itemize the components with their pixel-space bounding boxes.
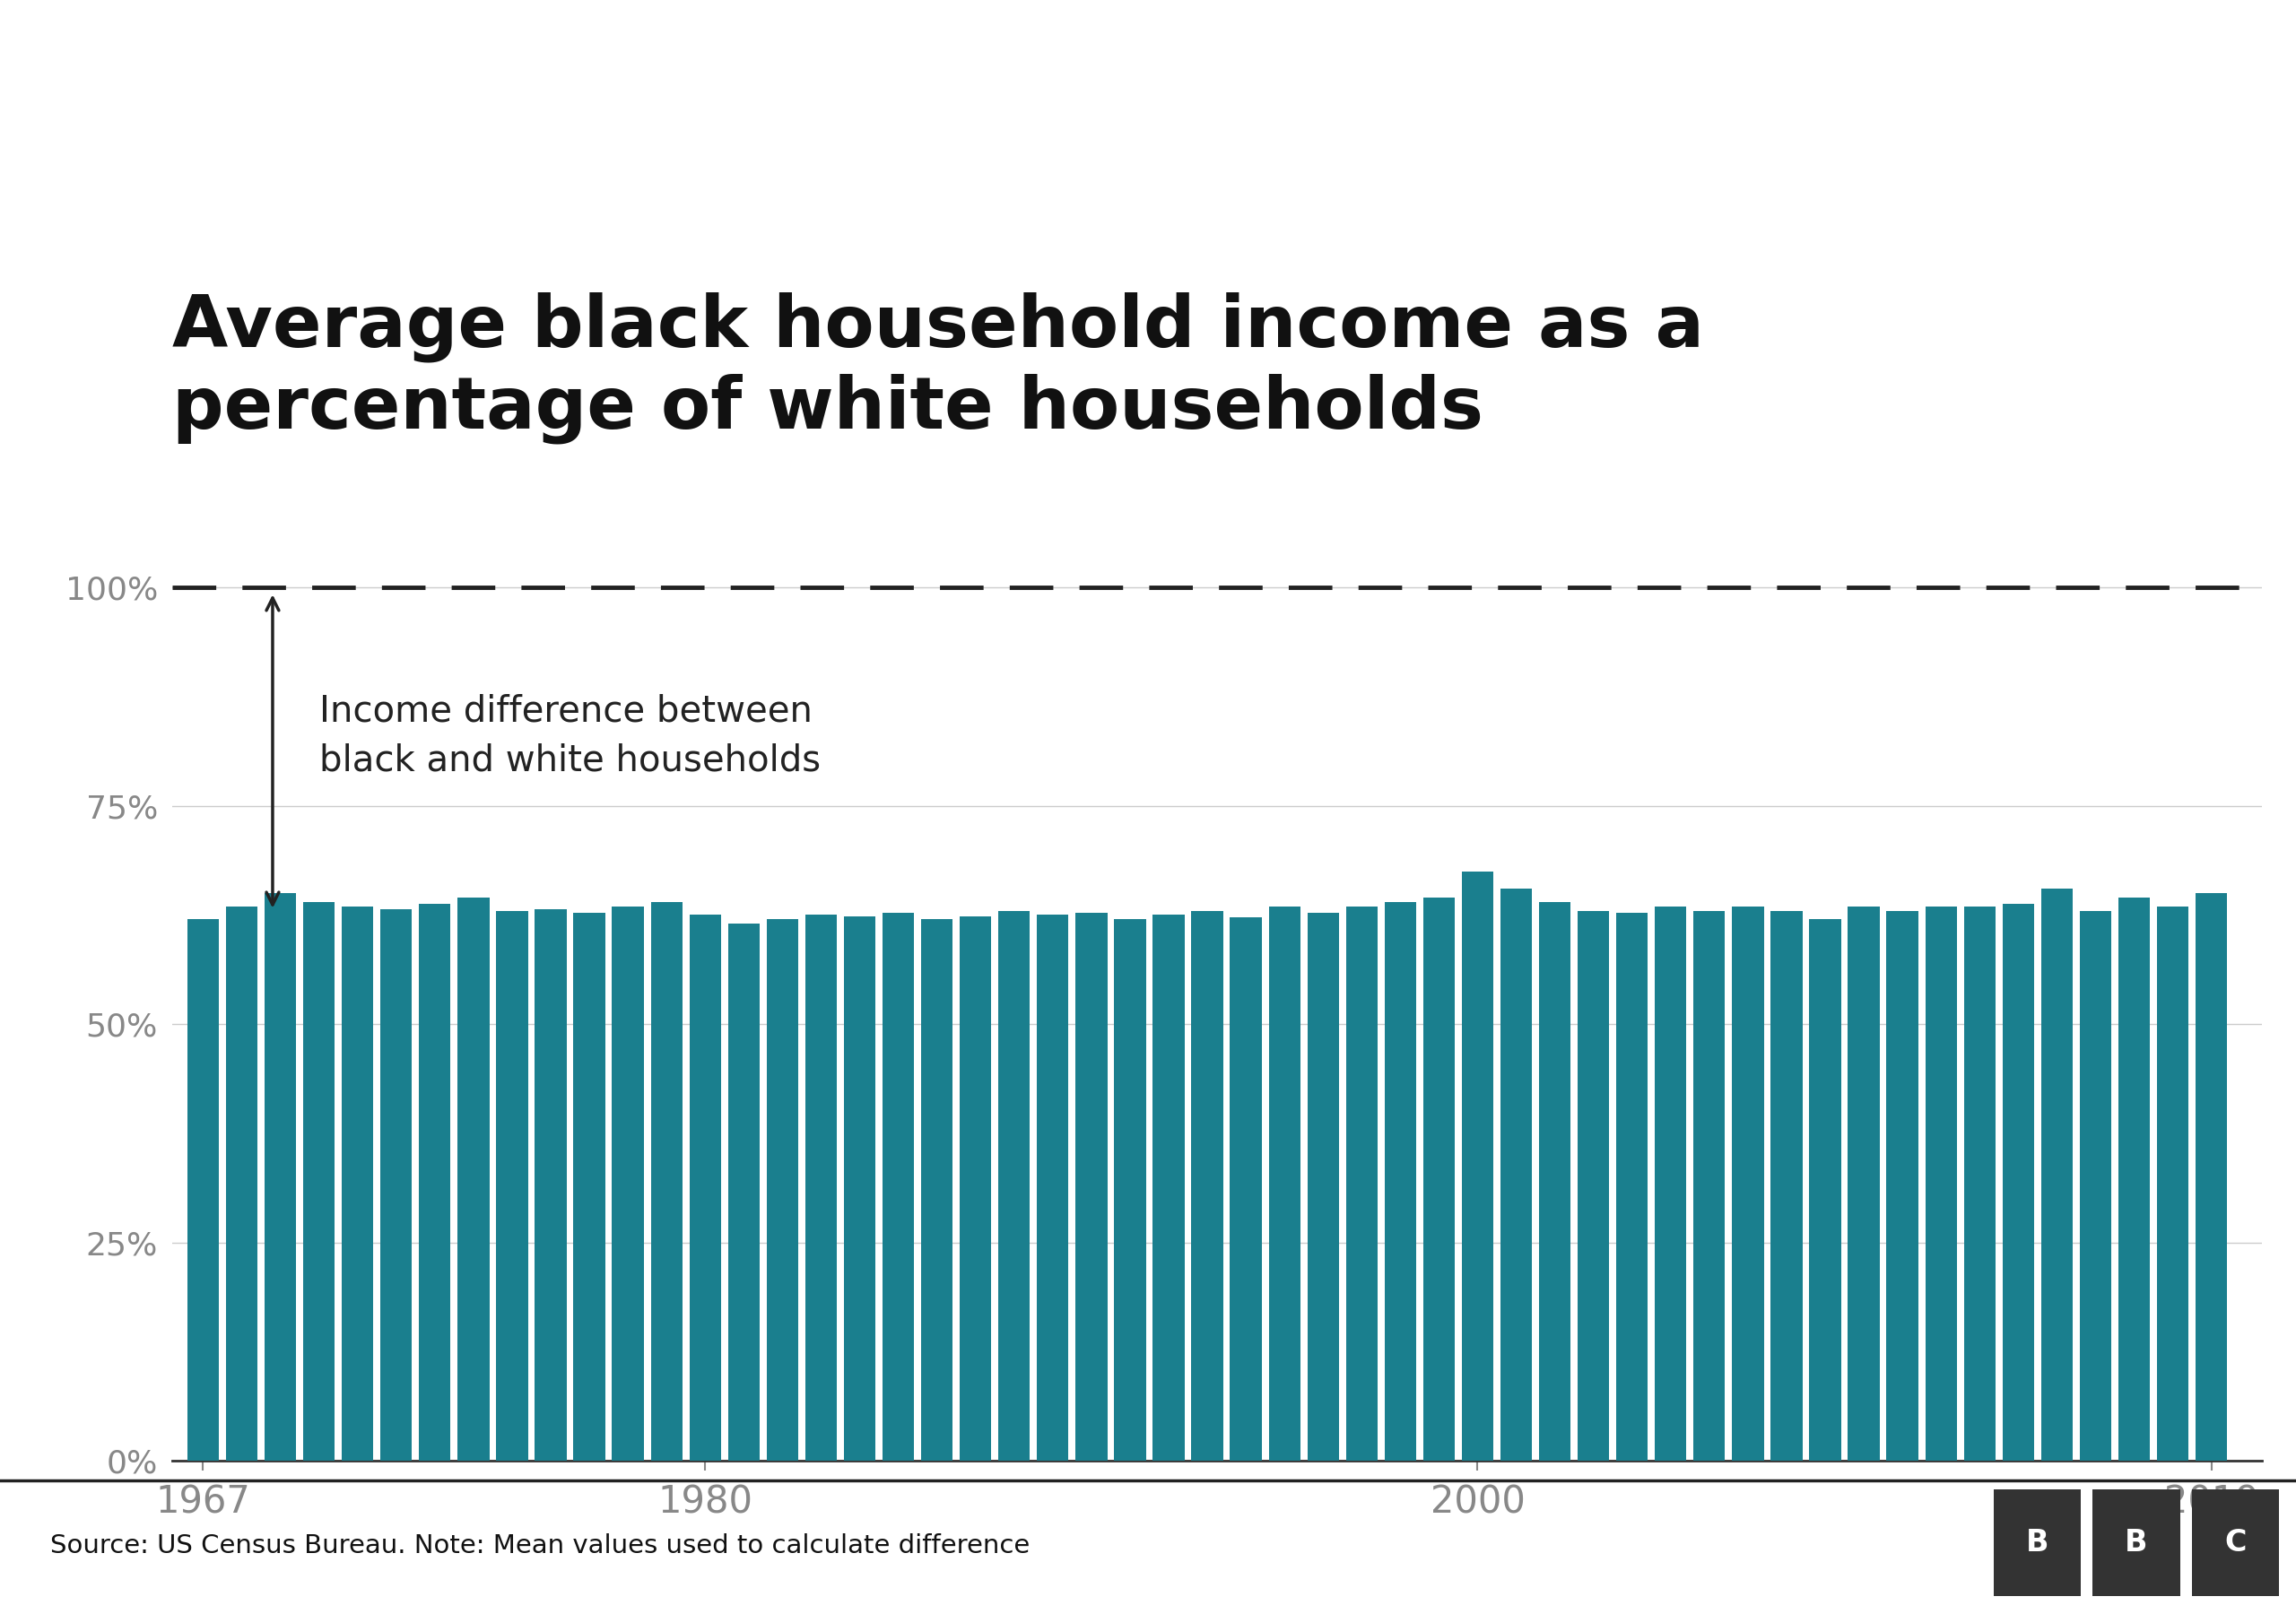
Bar <box>1655 907 1688 1461</box>
FancyBboxPatch shape <box>2193 1490 2280 1596</box>
Bar <box>496 910 528 1461</box>
Bar <box>1345 907 1378 1461</box>
Bar <box>225 907 257 1461</box>
Bar <box>1463 872 1492 1461</box>
Bar <box>2156 907 2188 1461</box>
Text: Income difference between
black and white households: Income difference between black and whit… <box>319 694 820 780</box>
Bar <box>1924 907 1956 1461</box>
Bar <box>845 917 875 1461</box>
Bar <box>1424 897 1456 1461</box>
Bar <box>1306 912 1339 1461</box>
Text: Source: US Census Bureau. Note: Mean values used to calculate difference: Source: US Census Bureau. Note: Mean val… <box>51 1533 1031 1559</box>
Bar <box>1270 907 1300 1461</box>
Bar <box>689 915 721 1461</box>
Bar <box>650 902 682 1461</box>
Text: Average black household income as a
percentage of white households: Average black household income as a perc… <box>172 292 1704 444</box>
Bar <box>1770 910 1802 1461</box>
Bar <box>2041 889 2073 1461</box>
Bar <box>999 910 1031 1461</box>
Bar <box>1848 907 1880 1461</box>
Text: B: B <box>2025 1528 2048 1558</box>
Bar <box>2002 904 2034 1461</box>
Bar <box>1499 889 1531 1461</box>
Bar <box>1963 907 1995 1461</box>
Bar <box>767 920 799 1461</box>
Bar <box>1384 902 1417 1461</box>
Bar <box>921 920 953 1461</box>
Bar <box>613 907 643 1461</box>
Bar <box>264 893 296 1461</box>
Bar <box>1538 902 1570 1461</box>
Bar <box>1153 915 1185 1461</box>
FancyBboxPatch shape <box>2092 1490 2181 1596</box>
Bar <box>574 912 606 1461</box>
Bar <box>960 917 992 1461</box>
Bar <box>457 897 489 1461</box>
Bar <box>342 907 374 1461</box>
Bar <box>1887 910 1917 1461</box>
Bar <box>1231 918 1263 1461</box>
FancyBboxPatch shape <box>1993 1490 2080 1596</box>
Bar <box>728 923 760 1461</box>
Bar <box>2195 893 2227 1461</box>
Bar <box>1038 915 1068 1461</box>
Bar <box>1731 907 1763 1461</box>
Text: C: C <box>2225 1528 2245 1558</box>
Bar <box>535 909 567 1461</box>
Bar <box>2080 910 2112 1461</box>
Bar <box>882 912 914 1461</box>
Bar <box>1809 920 1841 1461</box>
Text: B: B <box>2126 1528 2147 1558</box>
Bar <box>1114 920 1146 1461</box>
Bar <box>1694 910 1724 1461</box>
Bar <box>1192 910 1224 1461</box>
Bar <box>418 904 450 1461</box>
Bar <box>381 909 411 1461</box>
Bar <box>806 915 836 1461</box>
Bar <box>303 902 335 1461</box>
Bar <box>1075 912 1107 1461</box>
Bar <box>1577 910 1609 1461</box>
Bar <box>2119 897 2149 1461</box>
Bar <box>188 920 218 1461</box>
Bar <box>1616 912 1649 1461</box>
